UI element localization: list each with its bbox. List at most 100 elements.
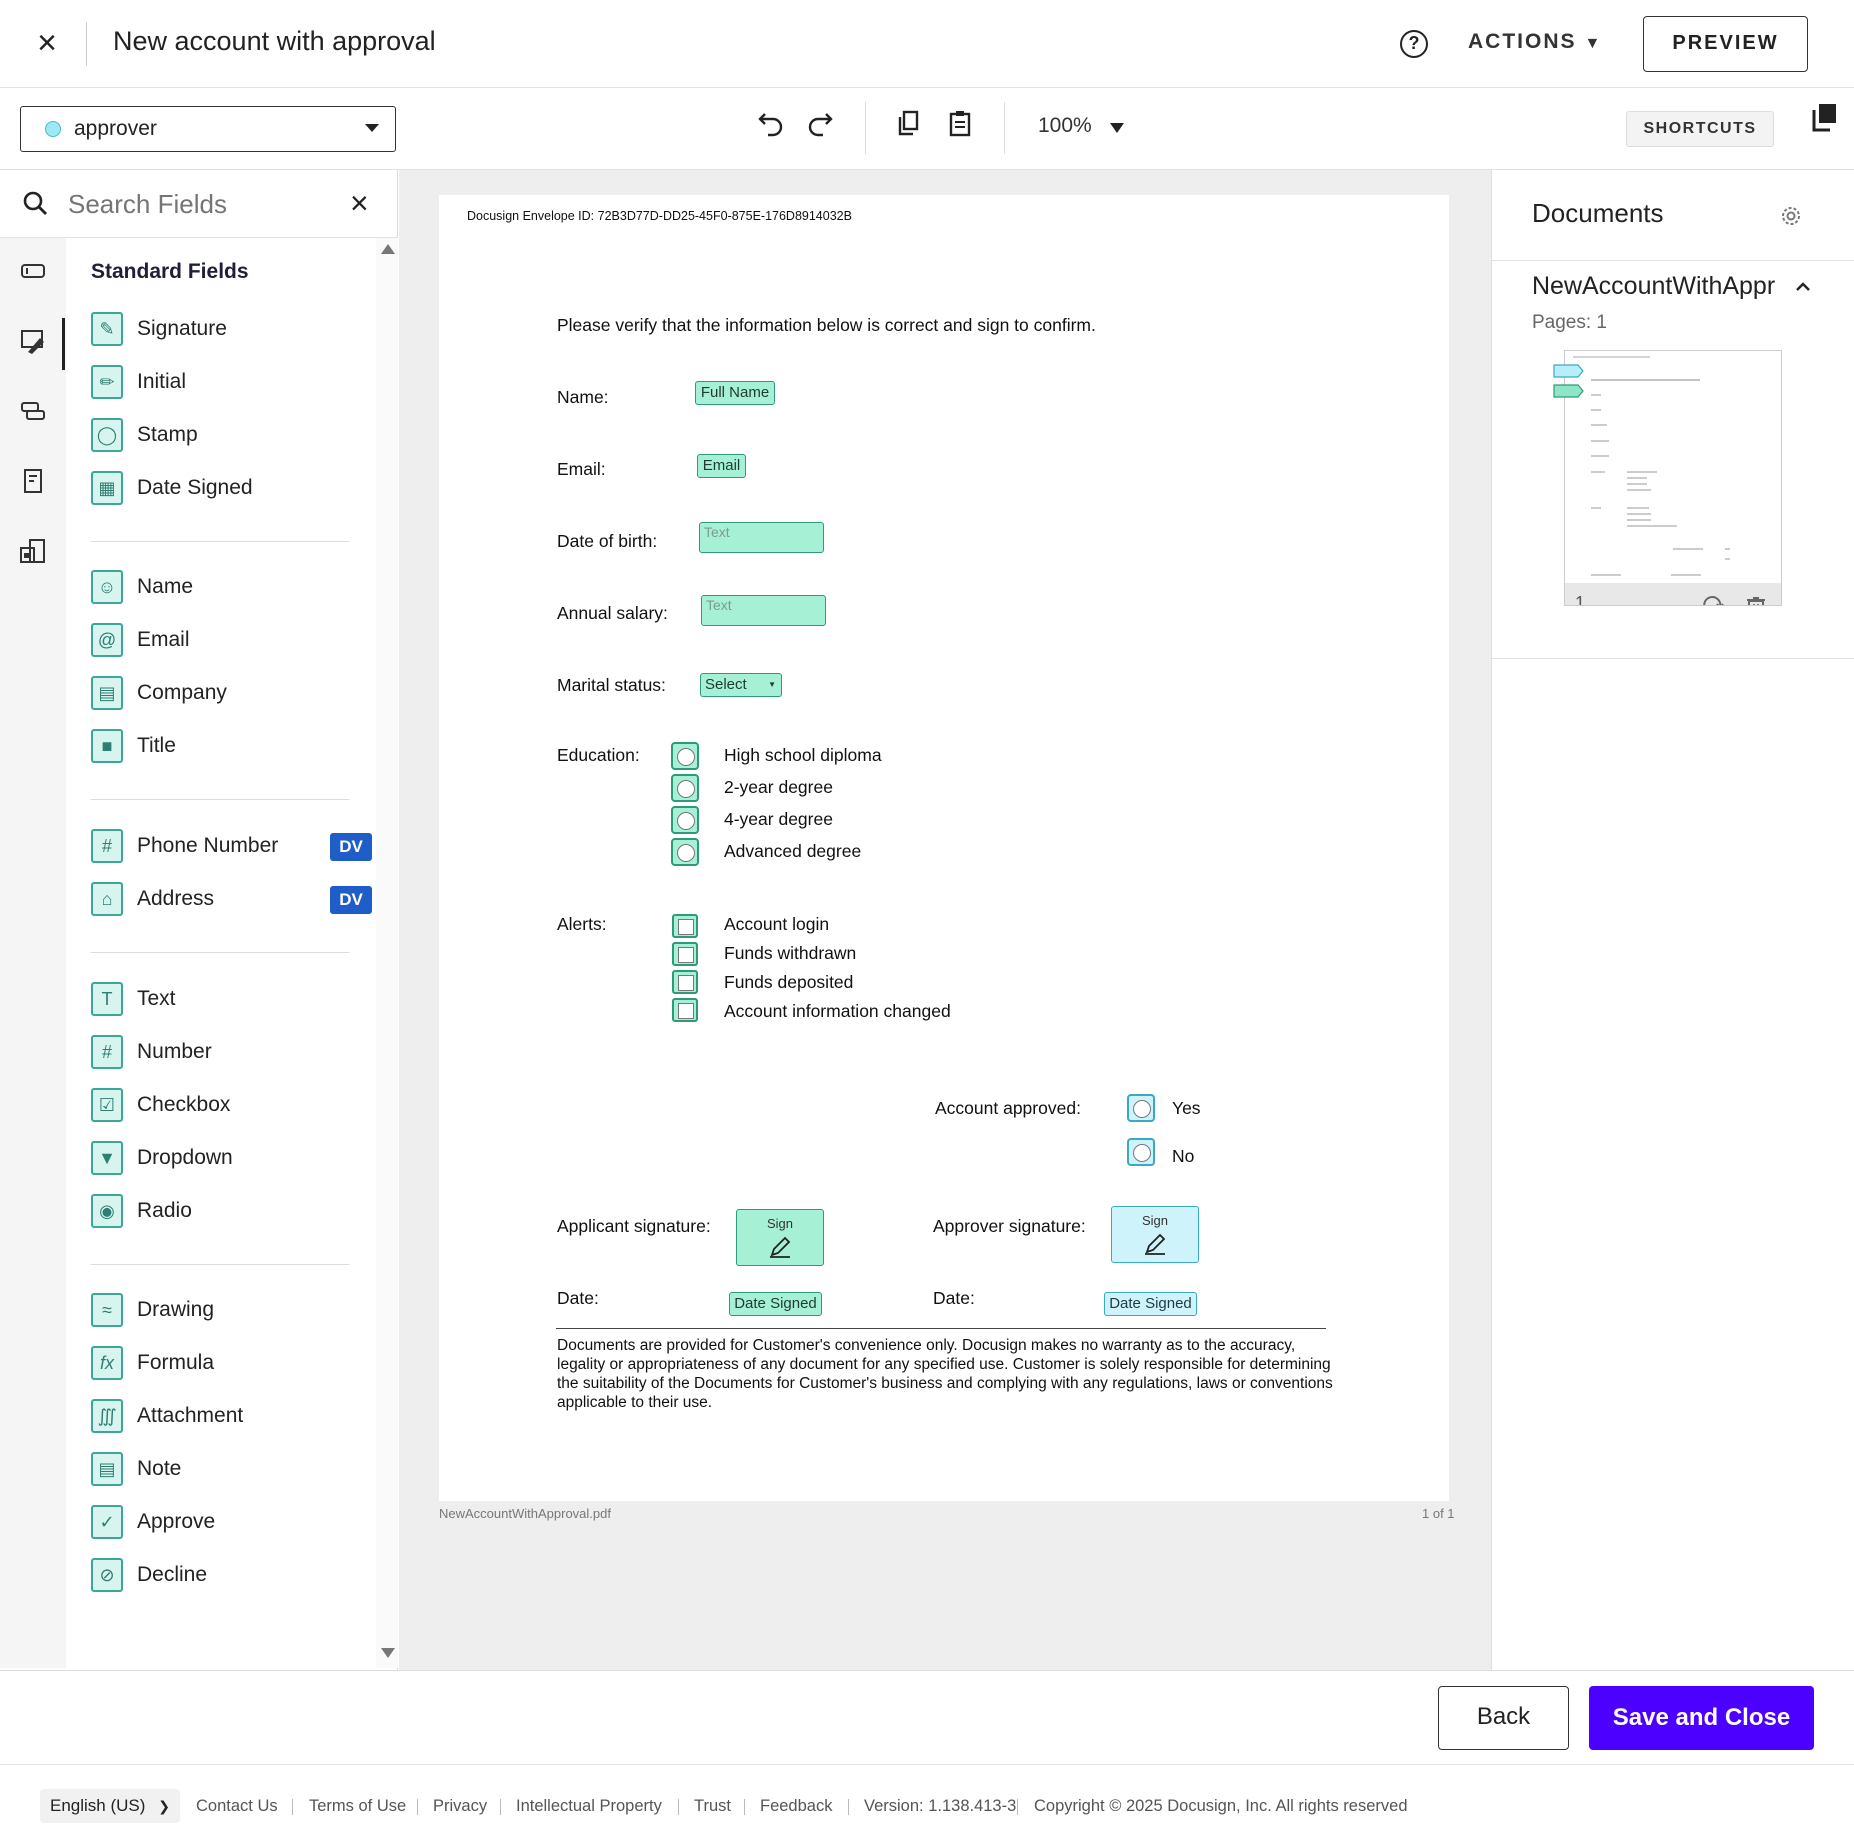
field-date-signed[interactable]: ▦ Date Signed xyxy=(91,471,371,507)
field-category-rail xyxy=(0,238,66,1668)
undo-icon[interactable] xyxy=(753,108,789,144)
field-formula[interactable]: fx Formula xyxy=(91,1346,371,1382)
form-icon[interactable] xyxy=(18,466,48,496)
close-icon[interactable]: × xyxy=(37,24,57,62)
search-input[interactable] xyxy=(68,184,338,224)
document-page[interactable]: Docusign Envelope ID: 72B3D77D-DD25-45F0… xyxy=(439,195,1449,1501)
fields-scrollbar[interactable] xyxy=(376,238,398,1668)
dob-text-tag[interactable]: Text xyxy=(699,522,824,553)
education-radio[interactable] xyxy=(671,838,699,866)
trash-icon[interactable] xyxy=(1745,595,1767,606)
date-label: Date: xyxy=(933,1288,975,1308)
editor-toolbar: approver 100% SHORTCUTS xyxy=(0,88,1854,170)
hash-icon: # xyxy=(91,1035,123,1069)
field-company[interactable]: ▤ Company xyxy=(91,676,371,712)
field-dropdown[interactable]: ▼ Dropdown xyxy=(91,1141,371,1177)
date-signed-tag[interactable]: Date Signed xyxy=(729,1292,822,1316)
field-title[interactable]: ■ Title xyxy=(91,729,371,765)
document-name[interactable]: NewAccountWithApproval xyxy=(1532,272,1776,300)
applicant-sign-tag[interactable]: Sign xyxy=(736,1209,824,1266)
stack-icon[interactable] xyxy=(18,396,48,426)
marital-select-tag[interactable]: Select ▼ xyxy=(700,673,782,697)
language-select[interactable]: English (US) ❯ xyxy=(40,1789,180,1823)
tools-icon[interactable] xyxy=(18,326,48,356)
field-text[interactable]: T Text xyxy=(91,982,371,1018)
footer-link-trust[interactable]: Trust xyxy=(694,1797,731,1815)
page-thumbnail[interactable]: 1 xyxy=(1564,350,1782,606)
back-button[interactable]: Back xyxy=(1438,1686,1569,1750)
copy-icon[interactable] xyxy=(892,108,928,144)
standard-fields-icon[interactable] xyxy=(18,256,48,286)
approval-radio-yes[interactable] xyxy=(1127,1094,1155,1122)
footer-separator xyxy=(848,1799,849,1815)
actions-menu-button[interactable]: ACTIONS ▼ xyxy=(1468,30,1602,54)
education-radio[interactable] xyxy=(671,774,699,802)
action-bar: Back Save and Close xyxy=(0,1670,1854,1764)
date-signed-tag[interactable]: Date Signed xyxy=(1104,1292,1197,1316)
preview-button[interactable]: PREVIEW xyxy=(1643,16,1808,72)
footer-link-feedback[interactable]: Feedback xyxy=(760,1797,833,1815)
field-label: Date Signed xyxy=(137,476,253,499)
field-label: Approve xyxy=(137,1510,216,1533)
field-signature[interactable]: ✎ Signature xyxy=(91,312,371,348)
full-name-tag[interactable]: Full Name xyxy=(695,381,775,405)
chevron-up-icon[interactable] xyxy=(1794,278,1812,296)
alert-checkbox[interactable] xyxy=(672,914,698,938)
field-email[interactable]: @ Email xyxy=(91,623,371,659)
chevron-down-icon: ▼ xyxy=(1584,35,1603,52)
field-decline[interactable]: ⊘ Decline xyxy=(91,1558,371,1594)
email-tag[interactable]: Email xyxy=(697,454,746,478)
salary-text-tag[interactable]: Text xyxy=(701,595,826,626)
scroll-down-icon[interactable] xyxy=(381,1648,395,1658)
field-number[interactable]: # Number xyxy=(91,1035,371,1071)
footer-link-contact[interactable]: Contact Us xyxy=(196,1797,278,1815)
person-icon: ☺ xyxy=(91,570,123,604)
field-address[interactable]: ⌂ Address DV xyxy=(91,882,431,918)
gear-icon[interactable] xyxy=(1779,204,1803,228)
field-drawing[interactable]: ≈ Drawing xyxy=(91,1293,371,1329)
help-icon[interactable]: ? xyxy=(1400,30,1428,58)
apps-icon[interactable] xyxy=(18,536,48,566)
alert-checkbox[interactable] xyxy=(672,970,698,994)
footer-link-terms[interactable]: Terms of Use xyxy=(309,1797,407,1815)
field-approve[interactable]: ✓ Approve xyxy=(91,1505,371,1541)
redo-icon[interactable] xyxy=(802,108,838,144)
approver-sign-tag[interactable]: Sign xyxy=(1111,1206,1199,1263)
paste-icon[interactable] xyxy=(942,108,978,144)
field-stamp[interactable]: ◯ Stamp xyxy=(91,418,371,454)
field-attachment[interactable]: ∭ Attachment xyxy=(91,1399,371,1435)
education-radio[interactable] xyxy=(671,742,699,770)
footer-link-privacy[interactable]: Privacy xyxy=(433,1797,488,1815)
alert-checkbox[interactable] xyxy=(672,942,698,966)
clear-search-icon[interactable]: × xyxy=(350,185,369,221)
field-note[interactable]: ▤ Note xyxy=(91,1452,371,1488)
field-initial[interactable]: ✏ Initial xyxy=(91,365,371,401)
field-phone-number[interactable]: # Phone Number DV xyxy=(91,829,431,865)
scroll-up-icon[interactable] xyxy=(381,244,395,254)
field-name[interactable]: ☺ Name xyxy=(91,570,371,606)
chevron-down-icon: ❯ xyxy=(158,1798,170,1814)
footer-link-ip[interactable]: Intellectual Property xyxy=(516,1797,662,1815)
approval-radio-no[interactable] xyxy=(1127,1138,1155,1166)
education-radio[interactable] xyxy=(671,806,699,834)
save-and-close-button[interactable]: Save and Close xyxy=(1589,1686,1814,1750)
field-label: Phone Number xyxy=(137,834,279,857)
recipient-label: approver xyxy=(74,117,157,140)
toolbar-divider xyxy=(865,102,866,154)
field-label: Formula xyxy=(137,1351,215,1374)
duplicate-icon[interactable] xyxy=(1810,102,1838,134)
divider xyxy=(1492,658,1854,659)
checkbox-icon: ☑ xyxy=(91,1088,123,1122)
field-checkbox[interactable]: ☑ Checkbox xyxy=(91,1088,371,1124)
recipient-tag-markers xyxy=(1553,364,1584,398)
field-radio[interactable]: ◉ Radio xyxy=(91,1194,371,1230)
field-label: Signature xyxy=(137,317,227,340)
zoom-caret-icon[interactable] xyxy=(1110,123,1124,133)
rotate-icon[interactable] xyxy=(1701,595,1725,606)
shortcuts-button[interactable]: SHORTCUTS xyxy=(1626,111,1774,147)
recipient-select[interactable]: approver xyxy=(20,106,396,152)
zoom-level[interactable]: 100% xyxy=(1038,114,1092,137)
alert-checkbox[interactable] xyxy=(672,998,698,1022)
field-label: Company xyxy=(137,681,227,704)
footer-separator xyxy=(500,1799,501,1815)
